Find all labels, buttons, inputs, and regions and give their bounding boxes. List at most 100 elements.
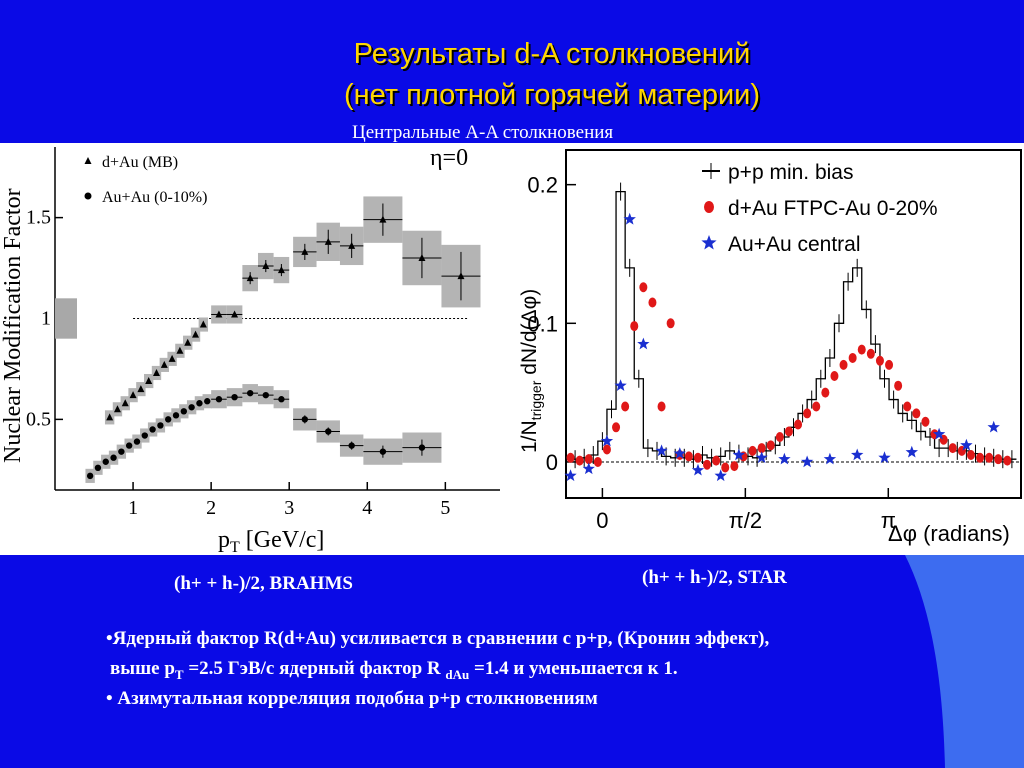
star-x-tick-label: π — [881, 508, 896, 533]
brahms-dau-point — [192, 330, 200, 338]
brahms-auau-point — [262, 391, 269, 399]
star-y-axis-label-rest: dN/d(Δφ) — [518, 289, 541, 381]
star-auau-point — [851, 448, 864, 461]
brahms-normalization-box — [55, 298, 77, 339]
brahms-dau-point — [160, 360, 168, 368]
star-dau-point — [821, 387, 830, 398]
brahms-dau-point — [168, 354, 176, 362]
brahms-dau-point — [231, 310, 239, 318]
star-dau-point — [803, 408, 812, 419]
brahms-chart-panel: 1 2 3 4 5 0.5 1 1.5 d+Au (MB) Au+Au (0-10%) η=0 … — [0, 143, 506, 556]
brahms-dau-point — [379, 215, 387, 223]
star-chart: 0 π/2 π 0 0.1 0.2 p+p min. bias d+Au FTPC-Au 0… — [518, 149, 1022, 546]
bullet2-part-a: выше p — [110, 658, 175, 679]
star-dau-point — [1003, 455, 1012, 466]
brahms-dau-point — [262, 262, 270, 270]
star-dau-point — [966, 450, 975, 461]
star-x-tick-label: π/2 — [729, 508, 763, 533]
star-auau-point — [582, 462, 595, 475]
star-dau-point — [903, 401, 912, 412]
star-dau-point — [666, 318, 675, 329]
brahms-chart: 1 2 3 4 50.511.5 d+Au (MB)Au+Au (0-10%) η=0 … — [0, 145, 500, 556]
brahms-dau-point — [301, 247, 309, 255]
brahms-dau-point — [215, 310, 223, 318]
bullet-azimuthal: • Азимутальная корреляция подобна p+p ст… — [106, 688, 598, 709]
brahms-auau-point — [141, 432, 148, 439]
brahms-dau-point — [418, 253, 426, 261]
brahms-dau-point — [457, 272, 465, 280]
brahms-x-axis-label-unit: [GeV/c] — [240, 527, 325, 553]
star-auau-point — [600, 434, 614, 447]
star-dau-point — [593, 456, 602, 467]
brahms-auau-point — [418, 444, 426, 451]
brahms-dau-point — [348, 241, 356, 249]
brahms-auau-point — [246, 389, 254, 397]
bullet2-sub-dau: dAu — [445, 666, 470, 682]
star-dau-point — [630, 321, 639, 332]
legend-label-auau: Au+Au central — [728, 233, 861, 256]
star-auau-point — [932, 427, 946, 440]
star-auau-point — [623, 212, 636, 225]
bullet2-part-b: =2.5 ГэВ/с ядерный фактор R — [183, 658, 446, 679]
star-dau-point — [812, 401, 821, 412]
star-auau-point — [905, 445, 918, 458]
brahms-auau-point — [125, 442, 133, 449]
brahms-x-tick-label: 3 — [284, 497, 294, 519]
star-auau-point — [778, 452, 791, 465]
star-dau-point — [684, 451, 693, 462]
brahms-y-tick-label: 0.5 — [26, 408, 51, 430]
brahms-auau-point — [157, 422, 164, 429]
eta-annotation: η=0 — [430, 145, 468, 171]
star-y-tick-label: 0 — [546, 450, 558, 475]
star-auau-point — [878, 451, 891, 464]
star-dau-point — [757, 443, 766, 454]
star-dau-point — [602, 444, 611, 455]
star-dau-point — [712, 455, 721, 466]
star-dau-point — [775, 431, 784, 442]
star-x-tick-label: 0 — [596, 508, 608, 533]
brahms-auau-point — [325, 428, 332, 435]
star-dau-point — [621, 401, 630, 412]
brahms-dau-point — [113, 405, 121, 413]
star-auau-point — [801, 455, 814, 468]
star-auau-point — [691, 463, 705, 476]
brahms-y-axis-label: Nuclear Modification Factor — [0, 188, 26, 463]
star-axes: 0 π/2 π 0 0.1 0.2 — [527, 149, 1022, 533]
star-x-axis-label: Δφ (radians) — [888, 521, 1010, 546]
star-dau-point — [875, 355, 884, 366]
brahms-dau-point — [129, 391, 137, 399]
star-dau-point — [839, 359, 848, 370]
brahms-auau-point — [172, 412, 180, 419]
star-dau-point — [912, 408, 921, 419]
star-y-axis-label-a: 1/N — [518, 420, 541, 453]
bullet2-part-c: =1.4 и уменьшается к 1. — [469, 658, 678, 679]
brahms-x-axis-label-p: p — [218, 527, 230, 553]
brahms-auau-point — [180, 408, 188, 415]
brahms-dau-point — [137, 385, 145, 393]
star-dau-point — [948, 443, 957, 454]
star-dau-point — [566, 452, 575, 463]
brahms-x-tick-label: 1 — [128, 497, 138, 519]
star-legend: p+p min. bias d+Au FTPC-Au 0-20% Au+Au cen… — [701, 161, 938, 256]
brahms-dau-point — [121, 399, 129, 407]
star-dau-point — [848, 352, 857, 363]
brahms-dau-point — [199, 320, 207, 328]
star-dau-point — [639, 282, 648, 293]
brahms-y-tick-label: 1 — [41, 308, 51, 330]
brahms-auau-point — [94, 464, 102, 472]
star-y-axis-label: 1/Ntrigger dN/d(Δφ) — [518, 289, 544, 453]
star-dau-point — [748, 445, 757, 456]
legend-marker-auau — [701, 235, 717, 250]
brahms-auau-point — [110, 454, 117, 461]
brahms-auau-point — [149, 426, 156, 433]
star-dau-point — [885, 359, 894, 370]
star-dau-point — [657, 401, 666, 412]
star-y-axis-label-sub: trigger — [528, 380, 544, 420]
brahms-auau-point — [379, 448, 387, 455]
legend-marker-dau — [84, 157, 92, 164]
brahms-x-axis-label-sub: T — [230, 539, 240, 555]
star-auau-point — [673, 447, 686, 459]
brahms-marks — [85, 196, 481, 483]
brahms-x-tick-label: 4 — [362, 497, 372, 519]
legend-marker-dau — [704, 201, 714, 213]
